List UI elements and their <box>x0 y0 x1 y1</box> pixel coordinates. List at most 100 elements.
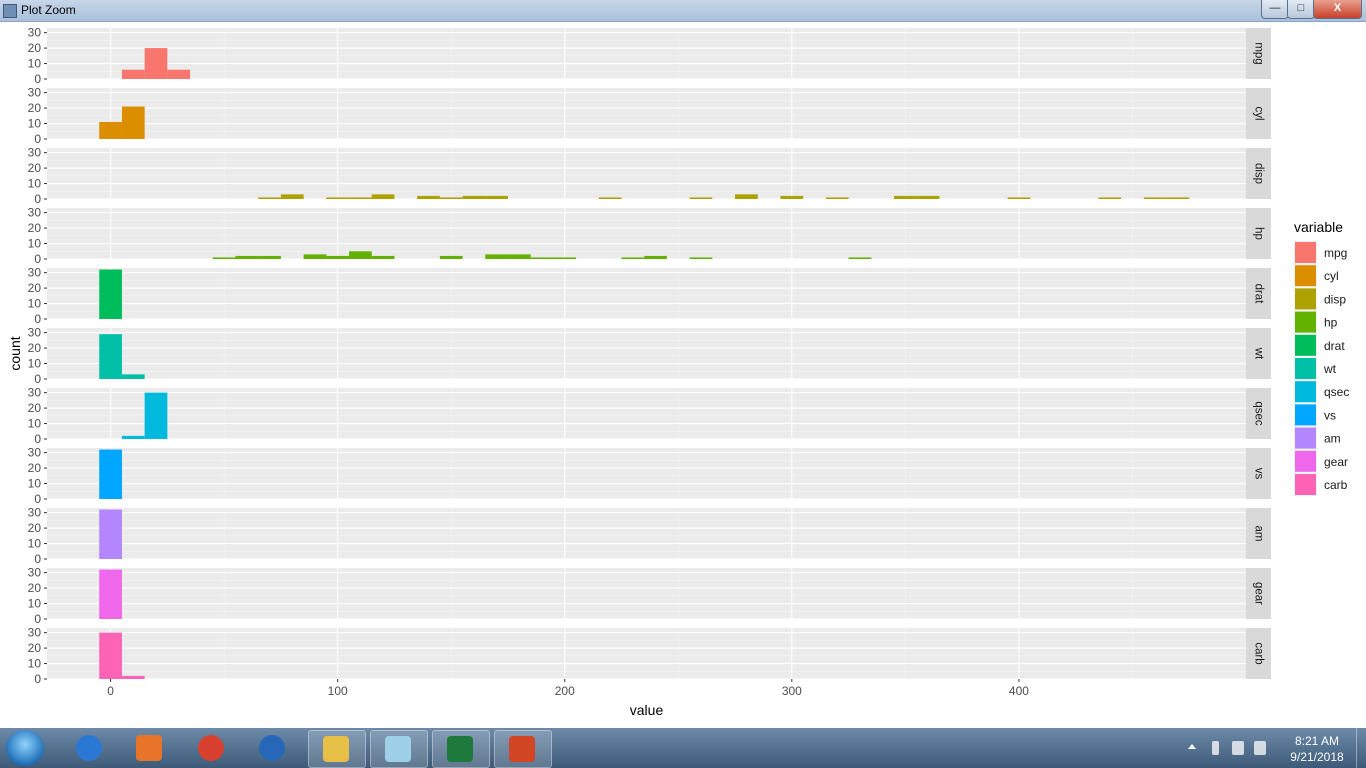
y-tick-label: 0 <box>34 612 41 626</box>
legend-label: mpg <box>1324 246 1347 260</box>
start-button[interactable] <box>6 730 44 766</box>
bar-disp <box>1007 197 1031 199</box>
bar-carb <box>99 632 122 679</box>
y-tick-label: 0 <box>34 72 41 86</box>
taskbar-internet-explorer-button[interactable] <box>62 730 118 766</box>
legend-item-mpg: mpg <box>1294 241 1347 264</box>
panel-background <box>47 88 1246 139</box>
facet-strip-label: qsec <box>1253 401 1265 426</box>
legend-label: cyl <box>1324 269 1339 283</box>
bar-disp <box>780 195 804 199</box>
legend-item-qsec: qsec <box>1294 380 1349 404</box>
x-tick-label: 100 <box>328 684 348 698</box>
taskbar-media-player-button[interactable] <box>122 730 178 766</box>
bar-hp <box>689 257 713 259</box>
legend-item-cyl: cyl <box>1294 264 1339 288</box>
show-desktop-button[interactable] <box>1356 728 1366 768</box>
system-tray <box>1182 728 1366 768</box>
y-tick-label: 20 <box>28 461 42 475</box>
facet-strip-label: disp <box>1253 163 1265 184</box>
legend-key <box>1295 288 1316 310</box>
y-tick-label: 20 <box>28 221 42 235</box>
panel-background <box>47 388 1246 439</box>
bar-cyl <box>121 106 145 139</box>
clock-time[interactable]: 8:21 AM <box>1294 734 1340 748</box>
bar-hp <box>439 255 463 259</box>
bar-disp <box>689 197 713 199</box>
battery-icon[interactable] <box>1212 741 1219 755</box>
volume-icon[interactable] <box>1254 741 1266 755</box>
y-tick-label: 0 <box>34 432 41 446</box>
bar-disp <box>1098 197 1122 199</box>
y-tick-label: 20 <box>28 101 42 115</box>
facet-strip <box>1246 268 1271 319</box>
notepad-icon <box>385 736 411 762</box>
bar-hp <box>212 257 236 259</box>
bar-hp <box>530 257 554 259</box>
legend-label: hp <box>1324 316 1338 330</box>
taskbar-notepad-button[interactable] <box>370 730 428 768</box>
facet-strip <box>1246 28 1271 79</box>
legend-key <box>1295 381 1316 403</box>
y-tick-label: 20 <box>28 41 42 55</box>
close-icon: X <box>1333 2 1342 14</box>
facet-strip-label: hp <box>1253 227 1265 240</box>
facet-strip <box>1246 148 1271 199</box>
bar-disp <box>735 194 758 199</box>
legend-title: variable <box>1294 219 1343 235</box>
x-tick-label: 300 <box>782 684 802 698</box>
minimize-button[interactable]: — <box>1261 0 1289 19</box>
bar-hp <box>621 257 645 259</box>
excel-icon <box>447 736 473 762</box>
y-tick-label: 30 <box>28 26 42 40</box>
taskbar-excel-button[interactable] <box>432 730 490 768</box>
y-tick-label: 0 <box>34 372 41 386</box>
taskbar-powerpoint-button[interactable] <box>494 730 552 768</box>
y-tick-label: 10 <box>28 117 42 131</box>
panel-background <box>47 28 1246 79</box>
x-axis-label: value <box>630 702 664 718</box>
y-tick-label: 30 <box>28 146 42 160</box>
maximize-button[interactable]: □ <box>1287 0 1315 19</box>
y-tick-label: 30 <box>28 506 42 520</box>
y-tick-label: 20 <box>28 521 42 535</box>
bar-gear <box>99 569 122 619</box>
bar-disp <box>598 197 622 199</box>
taskbar-r-gui-button[interactable] <box>245 730 301 766</box>
legend-label: vs <box>1324 408 1336 422</box>
facet-strip-label: mpg <box>1253 42 1265 64</box>
bar-disp <box>825 197 849 199</box>
file-explorer-icon <box>323 736 349 762</box>
legend-key <box>1295 474 1316 495</box>
facet-strip <box>1246 508 1271 559</box>
facet-strip <box>1246 328 1271 379</box>
close-button[interactable]: X <box>1313 0 1362 19</box>
show-hidden-icons-icon[interactable] <box>1188 744 1196 749</box>
legend-item-carb: carb <box>1294 473 1348 496</box>
y-tick-label: 10 <box>28 57 42 71</box>
facet-strip <box>1246 208 1271 259</box>
taskbar-chrome-button[interactable] <box>184 730 240 766</box>
clock-date[interactable]: 9/21/2018 <box>1290 750 1344 764</box>
bar-hp <box>644 255 667 259</box>
bar-wt <box>121 374 145 379</box>
bar-disp <box>1143 197 1167 199</box>
taskbar-file-explorer-button[interactable] <box>308 730 366 768</box>
facet-strip-label: drat <box>1253 284 1265 305</box>
y-tick-label: 20 <box>28 341 42 355</box>
bar-wt <box>99 334 122 379</box>
bar-vs <box>99 449 122 499</box>
panel-background <box>47 328 1246 379</box>
facet-strip-label: wt <box>1253 347 1265 360</box>
facet-strip-label: vs <box>1253 468 1265 480</box>
y-tick-label: 20 <box>28 581 42 595</box>
y-tick-label: 10 <box>28 537 42 551</box>
network-icon[interactable] <box>1232 741 1244 755</box>
bar-hp <box>553 257 577 259</box>
legend-label: gear <box>1324 455 1348 469</box>
facet-strip <box>1246 448 1271 499</box>
